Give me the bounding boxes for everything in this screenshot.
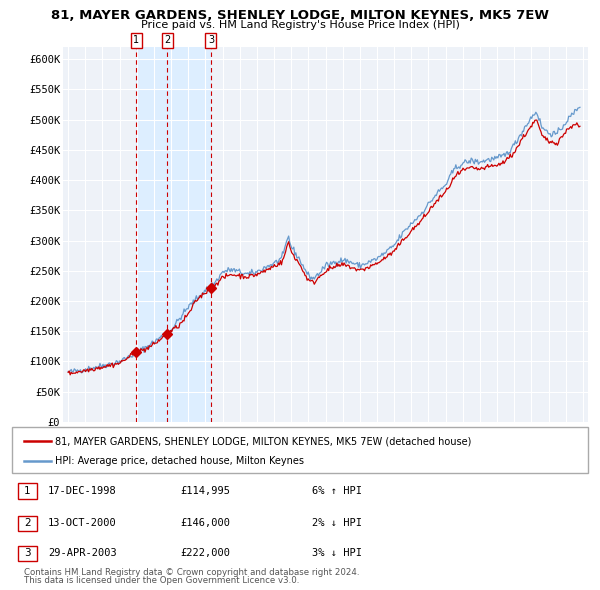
Text: 13-OCT-2000: 13-OCT-2000 — [48, 519, 117, 528]
Text: 3: 3 — [24, 549, 31, 558]
Text: 2% ↓ HPI: 2% ↓ HPI — [312, 519, 362, 528]
Text: Price paid vs. HM Land Registry's House Price Index (HPI): Price paid vs. HM Land Registry's House … — [140, 20, 460, 30]
Text: 2: 2 — [24, 519, 31, 528]
Text: 17-DEC-1998: 17-DEC-1998 — [48, 486, 117, 496]
Text: HPI: Average price, detached house, Milton Keynes: HPI: Average price, detached house, Milt… — [55, 457, 304, 466]
Text: 6% ↑ HPI: 6% ↑ HPI — [312, 486, 362, 496]
Text: 3: 3 — [208, 35, 214, 45]
Text: 3% ↓ HPI: 3% ↓ HPI — [312, 549, 362, 558]
Text: 81, MAYER GARDENS, SHENLEY LODGE, MILTON KEYNES, MK5 7EW: 81, MAYER GARDENS, SHENLEY LODGE, MILTON… — [51, 9, 549, 22]
Text: 29-APR-2003: 29-APR-2003 — [48, 549, 117, 558]
Bar — [136, 47, 211, 422]
Text: 81, MAYER GARDENS, SHENLEY LODGE, MILTON KEYNES, MK5 7EW (detached house): 81, MAYER GARDENS, SHENLEY LODGE, MILTON… — [55, 437, 472, 446]
Text: 1: 1 — [133, 35, 139, 45]
Text: 1: 1 — [24, 486, 31, 496]
Text: £114,995: £114,995 — [180, 486, 230, 496]
Text: 2: 2 — [164, 35, 170, 45]
Text: Contains HM Land Registry data © Crown copyright and database right 2024.: Contains HM Land Registry data © Crown c… — [24, 568, 359, 577]
Text: £222,000: £222,000 — [180, 549, 230, 558]
Text: £146,000: £146,000 — [180, 519, 230, 528]
Text: This data is licensed under the Open Government Licence v3.0.: This data is licensed under the Open Gov… — [24, 576, 299, 585]
